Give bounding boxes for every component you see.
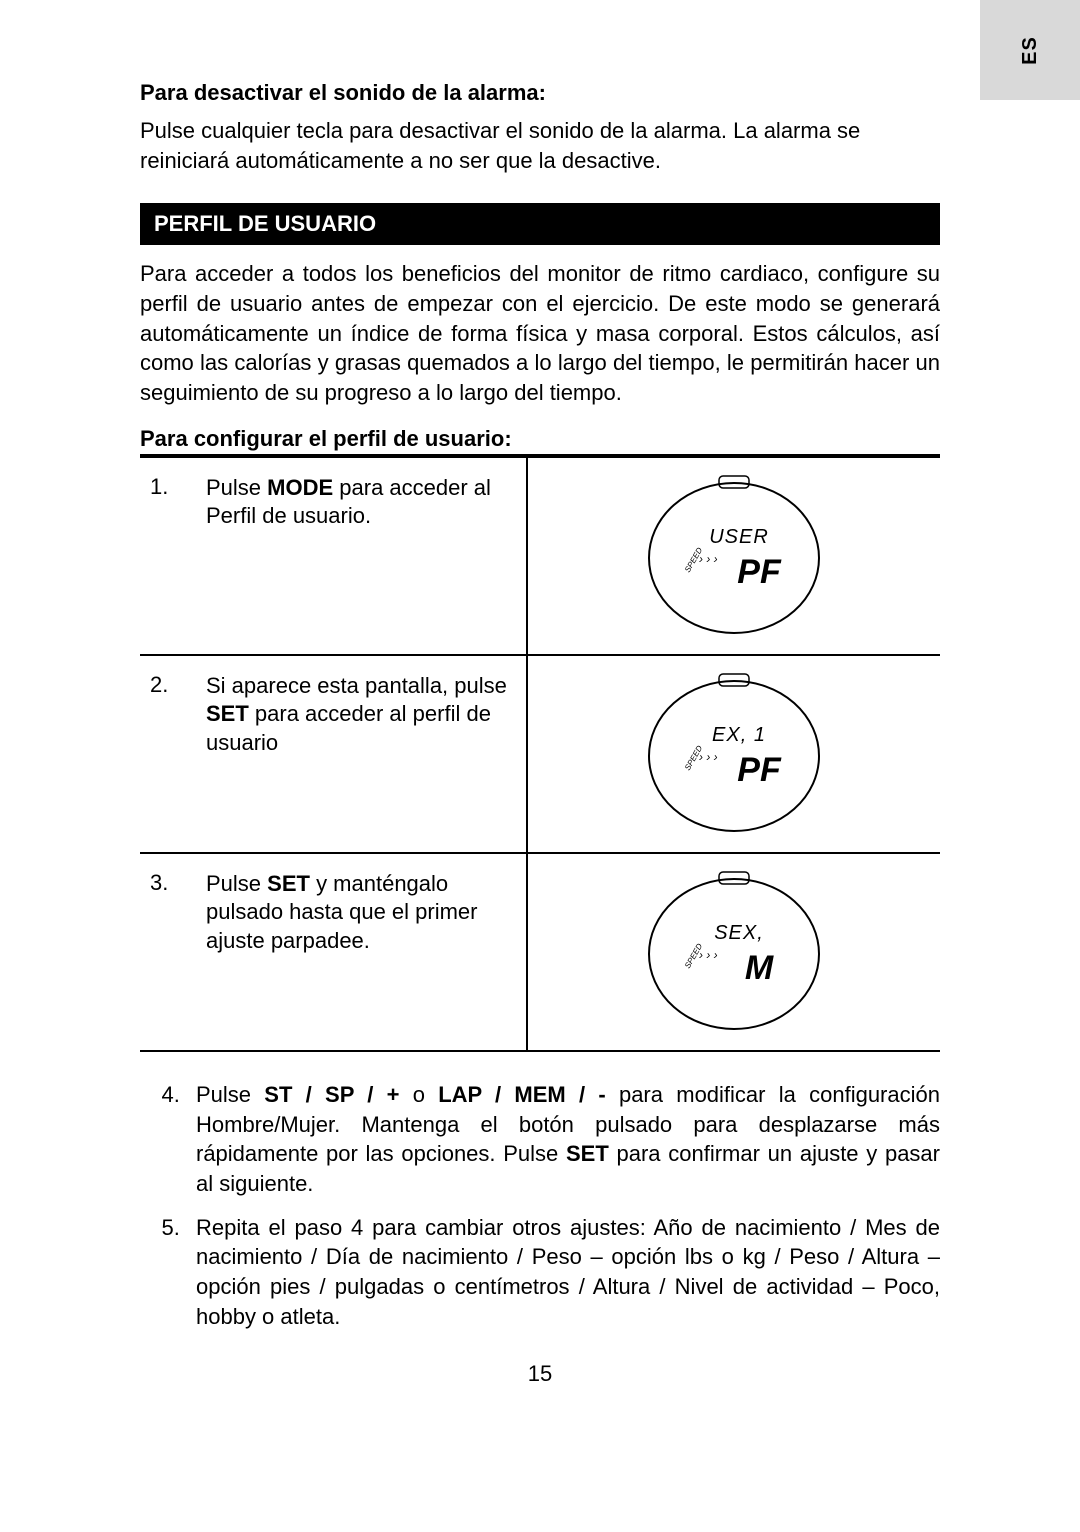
watch-display-icon: SPEED › › › SEX, M [639,864,829,1034]
display-top-text: EX, 1 [712,724,766,746]
step4-b3: SET [566,1141,609,1166]
step-image-cell: SPEED › › › USER PF [527,457,940,655]
step-number: 2. [140,655,196,853]
watch-display-icon: SPEED › › › EX, 1 PF [639,666,829,836]
user-profile-section-bar: PERFIL DE USUARIO [140,203,940,245]
watch-display-icon: SPEED › › › USER PF [639,468,829,638]
display-top-text: SEX, [714,922,764,944]
arrows-icon: › › › [699,552,718,566]
configure-profile-subheading: Para configurar el perfil de usuario: [140,426,940,456]
step-row: 2. Si aparece esta pantalla, pulse SET p… [140,655,940,853]
arrows-icon: › › › [699,948,718,962]
deactivate-alarm-heading: Para desactivar el sonido de la alarma: [140,80,940,106]
step-text: Pulse SET y manténgalo pulsado hasta que… [196,853,527,1051]
step-number: 1. [140,457,196,655]
step-image-cell: SPEED › › › EX, 1 PF [527,655,940,853]
display-top-text: USER [709,526,769,548]
language-code: ES [1019,36,1042,65]
display-bottom-text: PF [737,553,782,591]
step-5: Repita el paso 4 para cambiar otros ajus… [186,1213,940,1332]
step-4: Pulse ST / SP / + o LAP / MEM / - para m… [186,1080,940,1199]
arrows-icon: › › › [699,750,718,764]
deactivate-alarm-text: Pulse cualquier tecla para desactivar el… [140,116,940,175]
step4-b2: LAP / MEM / - [438,1082,606,1107]
display-bottom-text: PF [737,751,782,789]
step-text: Si aparece esta pantalla, pulse SET para… [196,655,527,853]
step-image-cell: SPEED › › › SEX, M [527,853,940,1051]
step-number: 3. [140,853,196,1051]
page-number: 15 [140,1361,940,1387]
continued-steps-list: Pulse ST / SP / + o LAP / MEM / - para m… [140,1080,940,1332]
user-profile-intro: Para acceder a todos los beneficios del … [140,259,940,407]
display-bottom-text: M [745,949,774,987]
step4-b1: ST / SP / + [264,1082,399,1107]
step-row: 3. Pulse SET y manténgalo pulsado hasta … [140,853,940,1051]
step-row: 1. Pulse MODE para acceder al Perfil de … [140,457,940,655]
step-text: Pulse MODE para acceder al Perfil de usu… [196,457,527,655]
step4-mid1: o [399,1082,438,1107]
language-tab: ES [980,0,1080,100]
step4-pre: Pulse [196,1082,264,1107]
steps-table: 1. Pulse MODE para acceder al Perfil de … [140,456,940,1052]
